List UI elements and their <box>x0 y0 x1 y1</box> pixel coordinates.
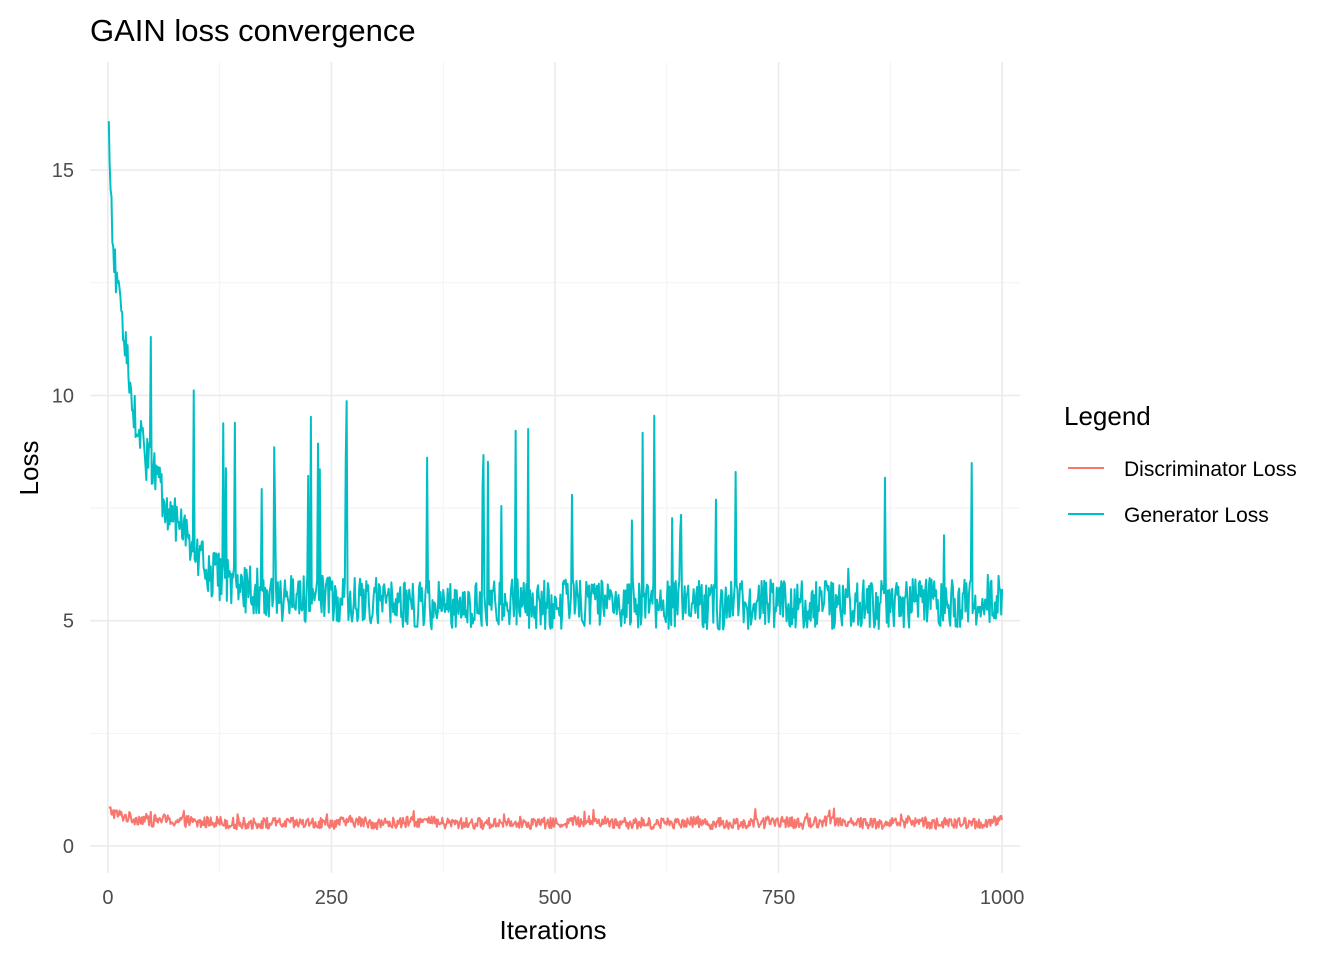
y-tick-label: 10 <box>52 385 74 407</box>
chart-title: GAIN loss convergence <box>90 13 416 48</box>
legend-title: Legend <box>1064 401 1151 431</box>
y-tick-label: 5 <box>63 611 74 633</box>
x-tick-label: 0 <box>102 887 113 909</box>
legend-label: Discriminator Loss <box>1124 458 1297 481</box>
x-tick-label: 750 <box>762 887 795 909</box>
y-tick-label: 0 <box>63 836 74 858</box>
y-axis-ticks: 0 5 10 15 <box>52 160 74 858</box>
grid-major <box>90 62 1020 873</box>
x-tick-label: 1000 <box>980 887 1025 909</box>
legend-items: Discriminator Loss Generator Loss <box>1068 458 1297 527</box>
x-axis-ticks: 0 250 500 750 1000 <box>102 887 1024 909</box>
x-tick-label: 500 <box>538 887 571 909</box>
legend: Legend Discriminator Loss Generator Loss <box>1064 401 1297 527</box>
x-axis-label: Iterations <box>500 915 607 945</box>
x-tick-label: 250 <box>315 887 348 909</box>
legend-label: Generator Loss <box>1124 504 1269 527</box>
y-axis-label: Loss <box>14 441 44 496</box>
y-tick-label: 15 <box>52 160 74 182</box>
series-line-discriminator-loss <box>108 806 1004 831</box>
series-layer <box>107 121 1004 831</box>
series-line-generator-loss <box>107 121 1004 631</box>
